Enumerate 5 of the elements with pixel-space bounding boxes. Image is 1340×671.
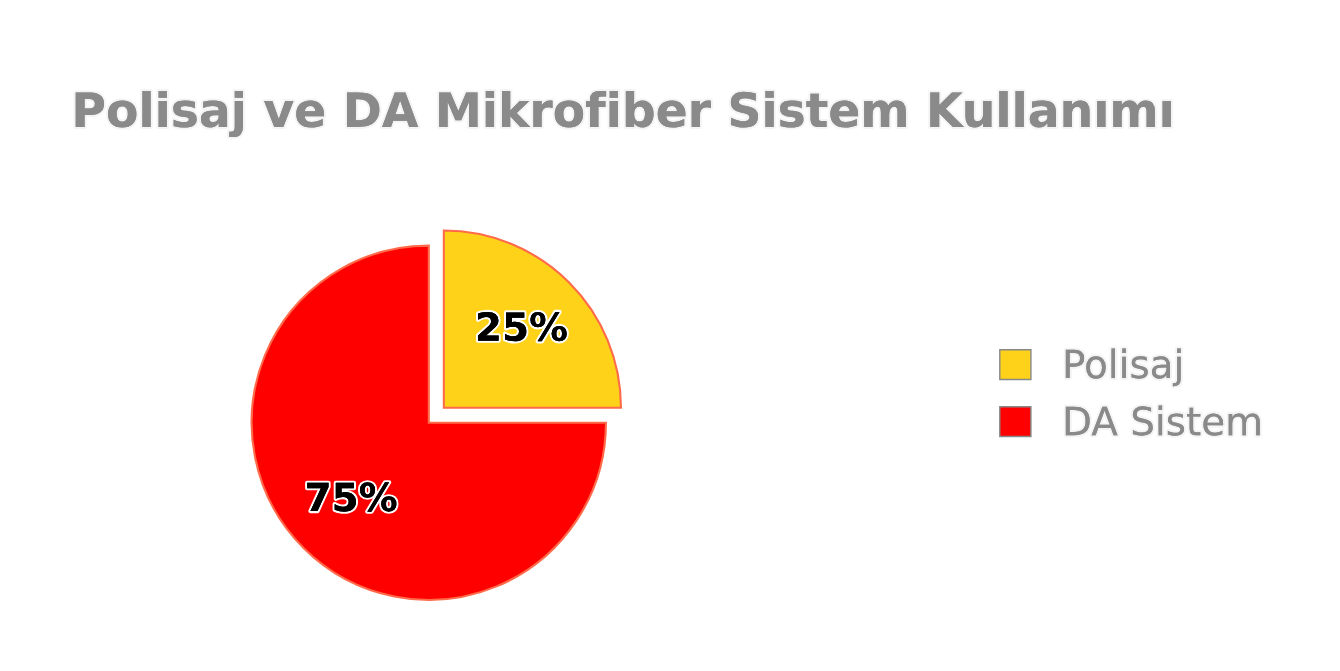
chart-title: Polisaj ve DA Mikrofiber Sistem Kullanımı xyxy=(75,91,1171,138)
legend-label: Polisaj xyxy=(1065,348,1181,387)
legend-label: DA Sistem xyxy=(1065,405,1260,436)
data-label: 75% xyxy=(307,482,397,512)
data-label: 25% xyxy=(478,311,567,342)
